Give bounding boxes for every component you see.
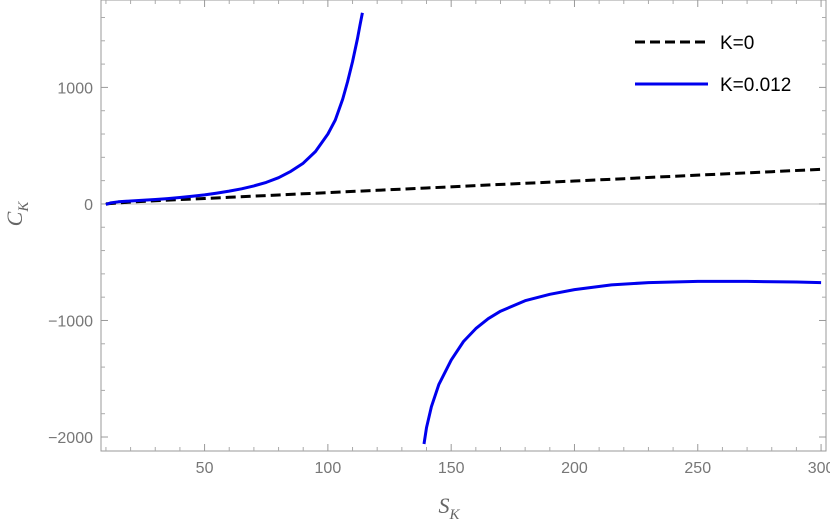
- x-tick-label: 100: [315, 460, 342, 477]
- x-axis-title-sub: K: [448, 507, 460, 522]
- plot-border: [100, 0, 827, 452]
- plot-frame: [100, 0, 827, 452]
- series-line-k0-segment-1: [105, 167, 822, 206]
- x-tick-labels: 50 100 150 200 250 300: [196, 460, 830, 477]
- x-tick-label: 200: [561, 460, 588, 477]
- series-line-k0012-segment-1: [105, 12, 364, 206]
- x-axis-title-main: S: [438, 493, 449, 518]
- y-tick-label: −1000: [48, 313, 93, 330]
- y-tick-label: 1000: [57, 80, 93, 97]
- y-axis-title-main: C: [2, 211, 27, 226]
- legend: K=0 K=0.012: [635, 33, 791, 96]
- x-tick-label: 300: [808, 460, 830, 477]
- x-tick-label: 150: [438, 460, 465, 477]
- series-line-k0012-segment-2: [422, 279, 822, 445]
- y-axis-title: CK: [2, 201, 32, 227]
- legend-label-k0: K=0: [720, 33, 754, 54]
- y-axis-title-sub: K: [16, 201, 32, 213]
- legend-label-k0012: K=0.012: [720, 75, 791, 96]
- y-tick-label: 0: [84, 197, 93, 214]
- y-tick-labels: −2000 −1000 0 1000: [48, 80, 93, 447]
- series-lines: [105, 12, 822, 445]
- x-tick-label: 250: [684, 460, 711, 477]
- tick-marks: [101, 0, 826, 451]
- x-tick-label: 50: [196, 460, 214, 477]
- y-tick-label: −2000: [48, 430, 93, 447]
- x-axis-title: SK: [438, 493, 460, 522]
